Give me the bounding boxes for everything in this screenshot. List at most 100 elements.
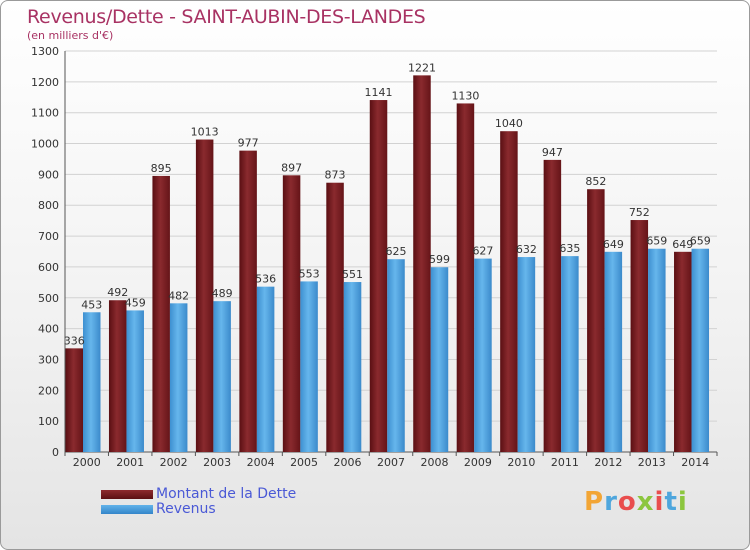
revenue-value-label: 632 [516,243,537,256]
debt-value-label: 492 [107,286,128,299]
revenue-value-label: 536 [255,273,276,286]
debt-bar [456,103,475,452]
x-tick-label: 2001 [116,456,144,469]
revenue-bar [343,282,362,452]
revenue-value-label: 649 [603,238,624,251]
x-tick-label: 2013 [638,456,666,469]
debt-value-label: 752 [629,206,650,219]
logo-letter: o [617,487,637,517]
logo-letter: i [677,487,688,517]
debt-value-label: 852 [585,175,606,188]
x-tick-label: 2005 [290,456,318,469]
revenue-bar [387,259,405,452]
debt-bar [152,175,170,452]
legend-swatch-debt [101,490,153,499]
debt-bar [413,75,431,452]
logo-letter: x [636,487,655,517]
debt-bar [195,139,214,453]
revenue-bar [604,251,623,452]
debt-value-label: 1040 [495,117,523,130]
debt-value-label: 977 [238,137,259,150]
y-tick-label: 300 [38,353,59,366]
debt-value-label: 649 [672,238,693,251]
debt-value-label: 895 [151,162,172,175]
debt-value-label: 873 [325,169,346,182]
revenue-bar [517,257,536,452]
x-tick-label: 2011 [551,456,579,469]
revenue-bar [474,258,492,452]
proxiti-logo: Proxiti [584,487,688,517]
debt-bar [282,175,301,452]
y-tick-label: 1300 [31,45,59,58]
y-tick-label: 1000 [31,138,59,151]
revenue-bar [300,281,318,452]
legend-swatch-revenue [101,505,153,514]
debt-bar [630,220,649,452]
y-tick-label: 400 [38,323,59,336]
revenue-value-label: 551 [342,268,363,281]
revenue-bar [83,312,101,452]
debt-value-label: 947 [542,146,563,159]
debt-value-label: 1130 [451,89,479,102]
revenue-value-label: 459 [125,296,146,309]
logo-letter: i [654,487,665,517]
revenue-value-label: 659 [646,235,667,248]
x-tick-label: 2006 [334,456,362,469]
logo-letter: r [604,487,618,517]
x-tick-label: 2009 [464,456,492,469]
debt-bar [239,150,257,453]
revenue-value-label: 659 [690,235,711,248]
y-tick-label: 1200 [31,76,59,89]
revenue-bar [691,248,710,452]
revenue-bar [213,301,231,452]
x-tick-label: 2003 [203,456,231,469]
revenue-bar [126,310,144,452]
debt-bar [587,189,605,452]
debt-value-label: 1141 [365,86,393,99]
y-tick-label: 1100 [31,107,59,120]
revenue-value-label: 553 [299,267,320,280]
legend-label-debt: Montant de la Dette [156,486,297,502]
debt-bar [543,159,562,453]
logo-letter: P [584,487,605,517]
revenue-value-label: 635 [559,242,580,255]
logo-letter: t [664,487,678,517]
y-tick-label: 0 [52,446,59,459]
chart-subtitle: (en milliers d'€) [27,29,114,42]
debt-bar [65,348,83,452]
legend-label-revenue: Revenus [156,501,216,517]
revenue-bar [169,303,188,452]
x-tick-label: 2000 [73,456,101,469]
revenue-value-label: 599 [429,253,450,266]
revenue-bar [256,286,275,452]
y-tick-label: 900 [38,168,59,181]
chart-title: Revenus/Dette - SAINT-AUBIN-DES-LANDES [27,6,426,28]
revenue-bar [648,248,666,452]
debt-value-label: 336 [64,334,85,347]
debt-value-label: 1013 [191,126,219,139]
revenue-value-label: 489 [212,287,233,300]
debt-bar [674,251,692,452]
revenue-bar [561,256,579,452]
y-tick-label: 100 [38,415,59,428]
x-tick-label: 2014 [681,456,709,469]
debt-value-label: 897 [281,161,302,174]
x-tick-label: 2007 [377,456,405,469]
revenue-value-label: 627 [472,245,493,258]
y-tick-label: 700 [38,230,59,243]
x-tick-label: 2002 [160,456,188,469]
y-tick-label: 200 [38,384,59,397]
debt-bar [326,182,344,452]
x-tick-label: 2004 [247,456,275,469]
revenue-bar [430,267,449,452]
x-tick-label: 2012 [594,456,622,469]
revenue-value-label: 625 [386,245,407,258]
revenue-value-label: 482 [168,289,189,302]
x-tick-label: 2008 [420,456,448,469]
revenue-value-label: 453 [81,298,102,311]
debt-bar [108,300,127,452]
x-tick-label: 2010 [507,456,535,469]
debt-value-label: 1221 [408,61,436,74]
